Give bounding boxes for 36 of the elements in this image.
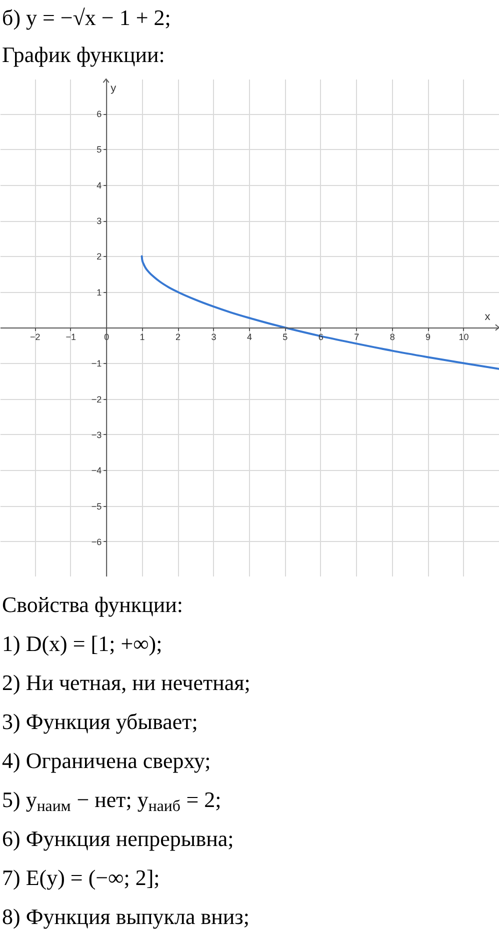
text: 3) Функция убывает; — [2, 709, 198, 734]
x-tick-label: −2 — [30, 332, 40, 342]
y-tick-label: 1 — [96, 287, 102, 298]
y-tick-label: 5 — [96, 144, 102, 155]
text: Свойства функции: — [2, 592, 184, 617]
line-series — [140, 255, 499, 370]
text: 7) E(y) = (−∞; 2]; — [2, 865, 160, 890]
chart-subtitle: График функции: — [2, 42, 165, 67]
y-tick-label: −3 — [91, 430, 102, 440]
x-tick-label: 7 — [354, 332, 360, 342]
y-tick-label: 4 — [96, 180, 102, 190]
y-tick-label: −4 — [91, 466, 102, 476]
x-tick-label: 5 — [282, 332, 288, 342]
x-tick-label: 2 — [176, 332, 181, 342]
y-tick-label: −6 — [91, 536, 102, 547]
y-tick-label: −2 — [91, 394, 102, 404]
x-tick-label: 4 — [246, 332, 252, 342]
x-tick-label: 10 — [458, 332, 469, 342]
x-tick-label: −1 — [66, 332, 76, 342]
text: 8) Функция выпукла вниз; — [2, 904, 250, 929]
y-tick-label: 3 — [96, 216, 102, 226]
x-tick-label: 3 — [211, 332, 216, 342]
y-tick-label: 6 — [96, 109, 102, 120]
x-tick-label: 1 — [140, 332, 145, 342]
text: 1) D(x) = [1; +∞); — [2, 631, 162, 656]
y-tick-label: −1 — [91, 358, 102, 369]
y-axis-title: y — [110, 82, 117, 94]
y-tick-label: 2 — [96, 252, 102, 262]
text: 4) Ограничена сверху; — [2, 748, 211, 773]
text: 6) Функция непрерывна; — [2, 826, 234, 851]
text: 2) Ни четная, ни нечетная; — [2, 670, 250, 695]
x-tick-label: 8 — [390, 332, 395, 342]
x-axis-title: x — [484, 311, 491, 323]
chart-title: б) y = −√x − 1 + 2; — [2, 5, 171, 30]
y-tick-label: −5 — [91, 501, 102, 512]
x-tick-label: 9 — [426, 332, 431, 342]
